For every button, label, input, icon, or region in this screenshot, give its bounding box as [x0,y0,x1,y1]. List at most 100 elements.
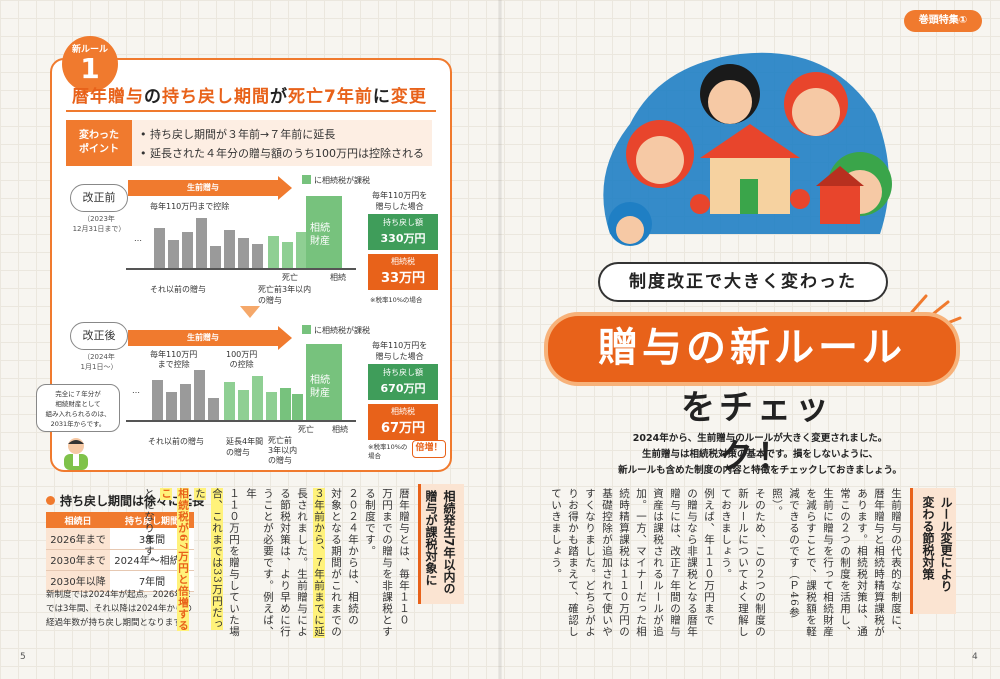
right-article-body: 生前贈与の代表的な制度に、 暦年贈与と相続時精算課税が あります。相続税対策は、… [550,488,902,638]
bar [238,238,249,268]
after-deduction-b: 100万円 の控除 [226,350,258,369]
after-legend: に相続税が課税 [314,326,370,335]
estate-bar [306,344,342,420]
lead-line-2: 生前贈与は相続税対策の基本です。損をしないように、 [641,449,879,460]
after-death: 死亡 [298,425,314,434]
table-header-row: 相続日 持ち戻し期間 [46,512,194,528]
after-tax-note: ※税率10%の 場合 [368,443,408,460]
feature-subtitle: 制度改正で大きく変わった [598,262,888,302]
advisor-illustration [58,436,94,470]
lead-line-1: 2024年から、生前贈与のルールが大きく変更されました。 [632,433,888,444]
before-return-label: 持ち戻し額 [368,214,438,232]
left-article-heading-box [418,484,464,604]
bar [224,382,235,420]
before-baseline [126,268,356,270]
after-prior-gift: それ以前の贈与 [148,437,204,446]
after-date-note: （2024年 1月1日～） [80,353,118,371]
after-deduction-a: 毎年110万円 まで控除 [150,350,198,369]
before-deduction: 毎年110万円まで控除 [150,202,230,211]
bar [282,242,293,268]
right-article-heading: ルール変更により 変わる節税対策 [921,496,953,592]
change-point-2: • 延長された４年分の贈与額のうち100万円は控除される [140,147,424,160]
bar [224,230,235,268]
after-case: 毎年110万円を 贈与した場合 [372,341,428,361]
badge-label: 新ルール [71,45,108,55]
before-date-note: （2023年 12月31日まで） [72,215,126,233]
bar [292,394,303,420]
bar [208,398,219,420]
change-point-1: • 持ち戻し期間が３年前→７年前に延長 [140,128,336,141]
before-legend: に相続税が課税 [314,176,370,185]
page-gutter [498,0,502,679]
table-row: 2026年まで 3年間 [46,528,194,550]
bar [252,376,263,420]
bar [296,232,307,268]
rule-badge: 新ルール 1 [62,36,118,92]
after-gift-arrow: 生前贈与 [128,330,278,346]
period-table-note: 新制度では2024年が起点。2026年までは3年間、それ以降は2024年からの経… [46,590,193,628]
before-inheritance: 相続 [330,273,346,282]
before-tax-note: ※税率10%の場合 [370,296,423,304]
change-point-label: 変わった ポイント [66,120,132,166]
before-tax-box: 相続税 33万円 [368,254,438,290]
bar [268,236,279,268]
after-extension: 延長4年間 の贈与 [226,437,264,457]
left-article-body: 暦年贈与とは、毎年１１０ 万円までの贈与を非課税とす る制度です。 ２０２４年か… [143,488,410,638]
before-return-value: 330万円 [368,230,438,250]
before-legend-swatch [302,175,311,184]
bar [152,380,163,420]
after-estate-label: 相続 財産 [310,375,330,399]
bar [196,218,207,268]
bar [182,232,193,268]
feature-title-2: をチェック！ [681,388,833,477]
title-underline [66,110,436,112]
before-estate-label: 相続 財産 [310,223,330,247]
before-within: 死亡前3年以内 の贈与 [258,285,312,305]
lead-line-3: 新ルールも含めた制度の内容と特徴をチェックしておきましょう。 [618,465,902,476]
after-arrow-head [278,326,292,350]
family-illustration [590,34,900,266]
after-legend-swatch [302,325,311,334]
before-gift-arrow: 生前贈与 [128,180,278,196]
page-number-left: 5 [20,652,26,662]
before-death: 死亡 [282,273,298,282]
bar [266,392,277,420]
feature-title: 贈与の新ルール [548,316,956,382]
before-tag: 改正前 [70,184,128,212]
page-number-right: 4 [972,652,978,662]
rule-title: 暦年贈与の持ち戻し期間が死亡7年前に変更 [72,87,427,107]
after-tag: 改正後 [70,322,128,350]
after-inheritance: 相続 [332,425,348,434]
bullet-dot [46,496,55,505]
bar [194,370,205,420]
bar [210,246,221,268]
badge-number: 1 [80,52,100,85]
bar [168,240,179,268]
after-bar-chart: … [128,344,348,420]
table-row: 2030年以降 7年間 [46,570,194,592]
before-case: 毎年110万円を 贈与した場合 [372,191,428,211]
bar [166,392,177,420]
table-row: 2030年まで 2024年～相続日 [46,549,194,571]
after-tax-box: 相続税 67万円 [368,404,438,440]
period-table: 相続日 持ち戻し期間 2026年まで 3年間 2030年まで 2024年～相続日 2… [46,512,194,592]
before-arrow-head [278,176,292,200]
bar [252,244,263,268]
left-article-heading: 相続発生7年以内の贈与が課税対象に [424,490,456,595]
after-within: 死亡前 3年以内 の贈与 [268,436,298,465]
estate-bar [306,196,342,268]
before-prior-gift: それ以前の贈与 [150,285,206,294]
bar [180,384,191,420]
after-return-value: 670万円 [368,380,438,400]
down-arrow [240,306,260,318]
right-article-heading-box: ルール変更により 変わる節税対策 [910,488,956,614]
feature-tag: 巻頭特集① [904,10,982,32]
before-bar-chart: … [128,196,348,268]
after-return-label: 持ち戻し額 [368,364,438,382]
bar [280,388,291,420]
bar [238,390,249,420]
speech-bubble: 完全に７年分が 相続財産として 組み入れられるのは、 2031年からです。 [36,384,120,432]
double-badge: 倍増！ [412,440,446,458]
after-baseline [126,420,356,422]
